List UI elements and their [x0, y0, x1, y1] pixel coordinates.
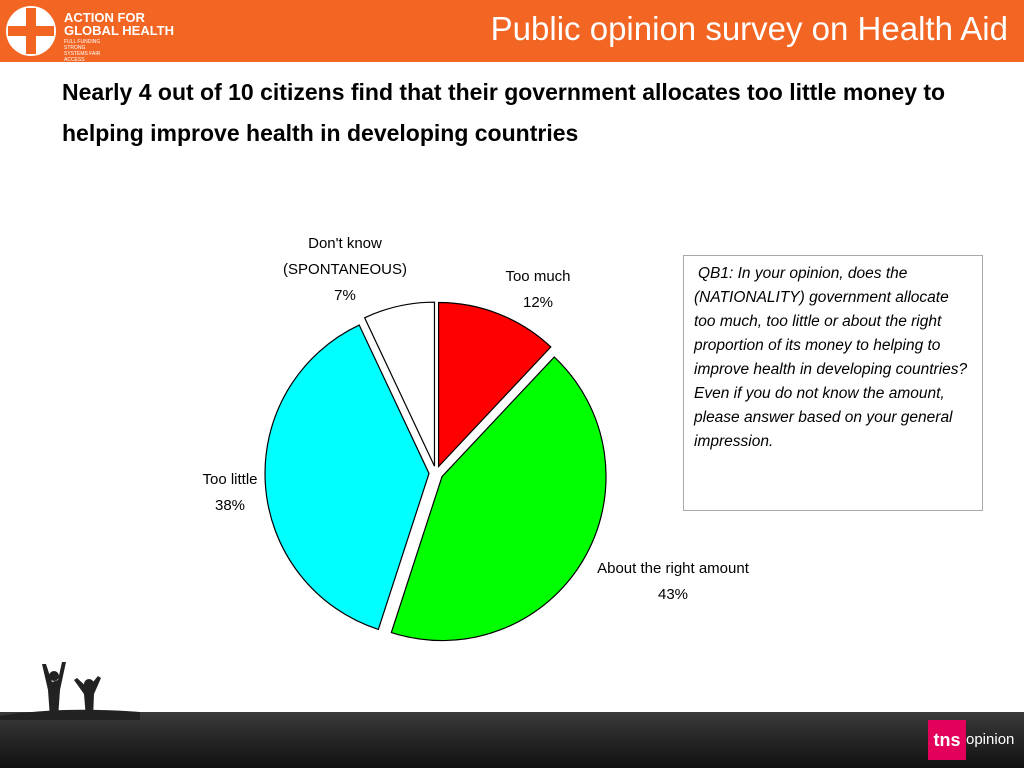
silhouette — [0, 662, 140, 720]
category-label: Too little — [202, 471, 258, 488]
slice-label: Too little 38% — [150, 467, 310, 519]
logo-line: GLOBAL HEALTH — [64, 23, 175, 38]
header-title: Public opinion survey on Health Aid — [490, 10, 1008, 47]
slice-label: Too much 12% — [458, 264, 618, 316]
pie-slice — [437, 301, 552, 469]
category-label: Too much — [505, 268, 571, 285]
value-label: 12% — [522, 294, 554, 311]
logo-tagline: FULL FUNDING STRONG SYSTEMS FAIR ACCESS — [64, 39, 101, 63]
question-box: QB1: In your opinion, does the (NATIONAL… — [683, 255, 983, 511]
pie-slice — [390, 356, 607, 642]
pie-slice — [264, 324, 430, 631]
category-label: Don't know (SPONTANEOUS) — [283, 235, 407, 278]
header-bar — [0, 0, 1024, 62]
category-label: About the right amount — [597, 560, 749, 577]
footer-bar — [0, 712, 1024, 768]
value-label: 43% — [657, 586, 689, 603]
logo-text: ACTION FOR GLOBAL HEALTH FULL FUNDING ST… — [64, 11, 174, 63]
logo-line: ACTION FOR — [64, 10, 145, 25]
value-label: 7% — [334, 287, 356, 304]
slice-label: Don't know (SPONTANEOUS) 7% — [280, 231, 410, 309]
slice-label: About the right amount 43% — [593, 556, 753, 608]
logo-icon — [6, 6, 56, 56]
footer-logo-brand: tns — [928, 720, 966, 760]
footer-logo-suffix: opinion — [966, 731, 1015, 748]
headline: Nearly 4 out of 10 citizens find that th… — [62, 79, 946, 146]
value-label: 38% — [214, 497, 246, 514]
pie-slice — [363, 301, 436, 467]
